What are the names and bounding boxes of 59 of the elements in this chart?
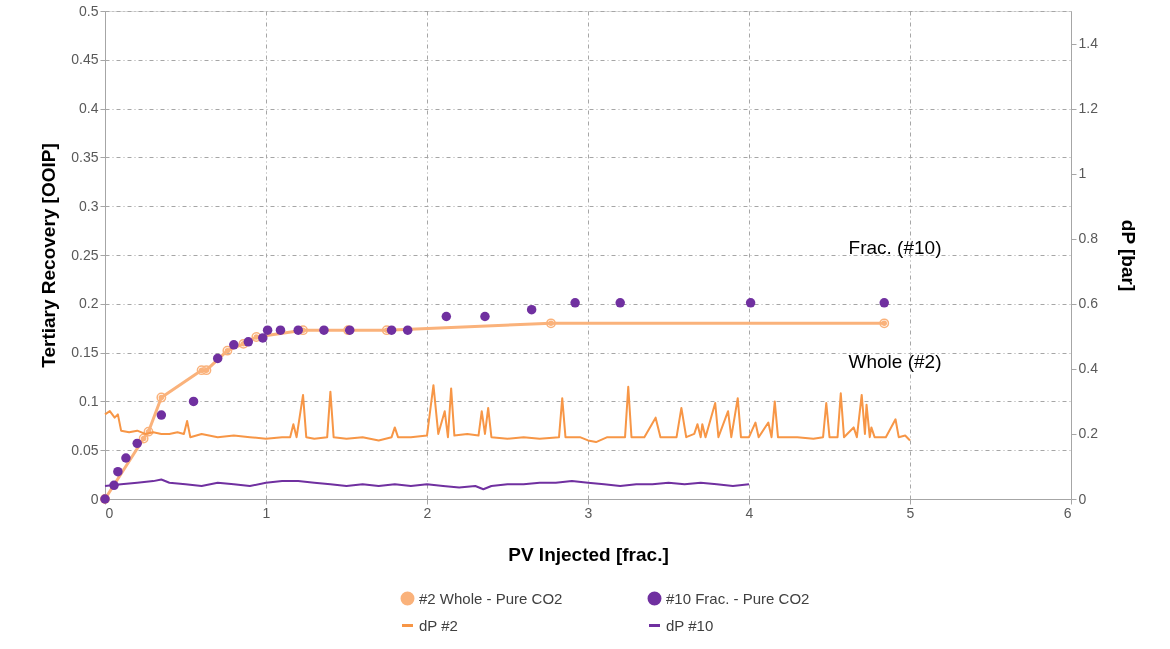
y-tick-label: 0.05 xyxy=(71,441,99,458)
y-tick-label: 0 xyxy=(90,490,99,507)
x-tick-label: 5 xyxy=(906,504,915,521)
y-tick-label: 0.15 xyxy=(71,344,99,361)
point xyxy=(570,298,580,308)
point xyxy=(275,325,286,335)
point xyxy=(319,325,329,335)
x-tick-label: 2 xyxy=(423,504,432,521)
x-tick-label: 4 xyxy=(745,504,754,521)
point xyxy=(441,311,452,322)
point xyxy=(526,304,537,315)
point xyxy=(745,298,756,308)
y2-tick-label: 1 xyxy=(1078,165,1087,182)
legend-label: #10 Frac. - Pure CO2 xyxy=(666,589,810,607)
y2-tick-label: 1.2 xyxy=(1078,100,1099,117)
x-tick-label: 1 xyxy=(262,504,271,521)
annotation: Frac. (#10) xyxy=(848,237,942,258)
y-tick-label: 0.35 xyxy=(71,148,99,165)
y2-tick-label: 0 xyxy=(1078,490,1087,507)
legend-label: dP #10 xyxy=(666,616,714,634)
y-tick-label: 0.4 xyxy=(79,100,99,117)
point xyxy=(121,453,131,463)
x-axis-title: PV Injected [frac.] xyxy=(508,543,669,565)
line-series xyxy=(104,478,750,491)
y-tick-label: 0.25 xyxy=(71,246,99,263)
y2-tick-label: 0.8 xyxy=(1078,230,1099,247)
point xyxy=(293,325,303,335)
legend-label: dP #2 xyxy=(419,616,458,634)
annotation: Whole (#2) xyxy=(848,351,942,372)
y2-tick-label: 0.2 xyxy=(1078,425,1099,442)
x-tick-label: 3 xyxy=(584,504,593,521)
y-axis-title: Tertiary Recovery [OOIP] xyxy=(38,143,60,368)
point xyxy=(113,466,123,477)
x-tick-label: 0 xyxy=(105,504,114,521)
point xyxy=(480,311,490,322)
point xyxy=(615,298,625,308)
line-series xyxy=(104,384,911,444)
y-tick-label: 0.45 xyxy=(71,51,99,68)
point xyxy=(258,333,268,343)
y2-tick-label: 0.4 xyxy=(1078,360,1099,377)
point xyxy=(243,337,254,347)
point xyxy=(262,325,273,335)
y-tick-label: 0.5 xyxy=(79,2,99,19)
y-tick-label: 0.2 xyxy=(79,295,99,312)
point xyxy=(132,438,142,449)
y2-tick-label: 1.4 xyxy=(1078,35,1099,52)
point xyxy=(212,353,223,364)
y-tick-label: 0.3 xyxy=(79,197,99,214)
legend-label: #2 Whole - Pure CO2 xyxy=(419,589,563,607)
point xyxy=(386,325,397,335)
point xyxy=(229,340,239,350)
y2-tick-label: 0.6 xyxy=(1078,295,1099,312)
y-tick-label: 0.1 xyxy=(79,392,99,409)
point xyxy=(188,396,199,407)
point xyxy=(156,410,167,420)
y2-axis-title: dP [bar] xyxy=(1117,219,1139,292)
x-tick-label: 6 xyxy=(1063,504,1072,521)
point xyxy=(402,325,413,335)
point xyxy=(879,298,889,308)
